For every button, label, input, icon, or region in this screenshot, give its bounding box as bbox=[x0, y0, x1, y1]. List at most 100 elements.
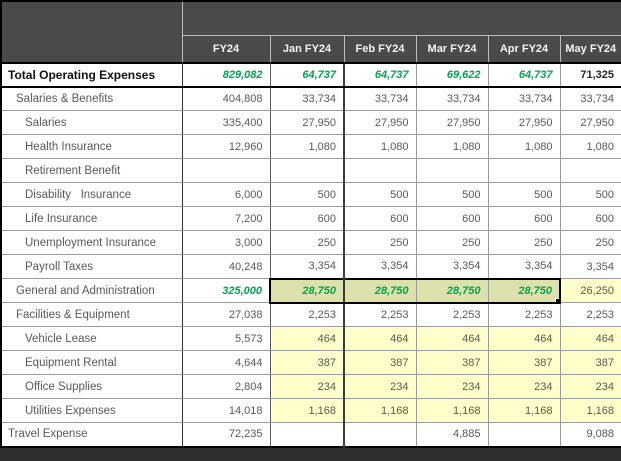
cell[interactable]: 464 bbox=[487, 326, 561, 351]
cell[interactable]: 464 bbox=[343, 326, 417, 351]
cell[interactable]: 325,000 bbox=[181, 278, 271, 303]
cell[interactable]: 234 bbox=[415, 374, 489, 399]
row-label[interactable]: Unemployment Insurance bbox=[0, 230, 183, 255]
cell[interactable]: 1,080 bbox=[487, 134, 561, 159]
cell[interactable]: 27,950 bbox=[269, 110, 345, 135]
cell[interactable]: 12,960 bbox=[181, 134, 271, 159]
cell[interactable]: 64,737 bbox=[487, 61, 561, 88]
cell[interactable] bbox=[343, 158, 417, 183]
cell[interactable]: 829,082 bbox=[181, 61, 271, 88]
cell[interactable]: 28,750 bbox=[343, 277, 417, 304]
cell[interactable]: 27,950 bbox=[487, 110, 561, 135]
header-band[interactable] bbox=[181, 0, 621, 36]
row-label[interactable]: Utilities Expenses bbox=[0, 398, 183, 423]
cell[interactable]: 2,804 bbox=[181, 374, 271, 399]
cell[interactable]: 33,734 bbox=[487, 86, 561, 111]
cell[interactable]: 14,018 bbox=[181, 398, 271, 423]
cell[interactable]: 500 bbox=[343, 182, 417, 207]
cell[interactable]: 7,200 bbox=[181, 206, 271, 231]
column-header-apr[interactable]: Apr FY24 bbox=[487, 35, 560, 64]
cell[interactable]: 387 bbox=[487, 350, 561, 375]
column-header-fy24[interactable]: FY24 bbox=[181, 35, 270, 64]
cell[interactable]: 600 bbox=[269, 206, 345, 231]
cell[interactable]: 387 bbox=[415, 350, 489, 375]
cell[interactable]: 500 bbox=[415, 182, 489, 207]
cell[interactable]: 464 bbox=[415, 326, 489, 351]
cell[interactable]: 2,253 bbox=[487, 302, 561, 327]
cell[interactable] bbox=[559, 158, 621, 183]
cell[interactable]: 600 bbox=[559, 206, 621, 231]
cell[interactable]: 1,080 bbox=[269, 134, 345, 159]
cell[interactable]: 3,354 bbox=[269, 254, 345, 279]
cell[interactable]: 600 bbox=[343, 206, 417, 231]
cell[interactable]: 1,168 bbox=[415, 398, 489, 423]
corner-cell[interactable] bbox=[0, 0, 183, 64]
row-label[interactable]: Equipment Rental bbox=[0, 350, 183, 375]
cell[interactable]: 6,000 bbox=[181, 182, 271, 207]
column-header-jan[interactable]: Jan FY24 bbox=[269, 35, 344, 64]
cell[interactable]: 4,644 bbox=[181, 350, 271, 375]
cell[interactable]: 250 bbox=[559, 230, 621, 255]
cell[interactable]: 71,325 bbox=[559, 61, 621, 88]
cell[interactable]: 3,354 bbox=[343, 254, 417, 279]
cell[interactable]: 64,737 bbox=[269, 61, 345, 88]
column-header-feb[interactable]: Feb FY24 bbox=[343, 35, 416, 64]
row-label[interactable]: Life Insurance bbox=[0, 206, 183, 231]
row-label[interactable]: Disability Insurance bbox=[0, 182, 183, 207]
cell[interactable]: 1,168 bbox=[343, 398, 417, 423]
cell[interactable]: 28,750 bbox=[487, 277, 561, 304]
cell[interactable]: 250 bbox=[269, 230, 345, 255]
cell[interactable]: 387 bbox=[559, 350, 621, 375]
row-label[interactable]: Facilities & Equipment bbox=[0, 302, 183, 327]
cell[interactable]: 27,950 bbox=[343, 110, 417, 135]
cell[interactable]: 28,750 bbox=[269, 277, 345, 304]
cell[interactable]: 500 bbox=[487, 182, 561, 207]
cell[interactable]: 234 bbox=[269, 374, 345, 399]
cell[interactable]: 27,950 bbox=[415, 110, 489, 135]
fill-handle[interactable] bbox=[555, 297, 558, 301]
cell[interactable]: 250 bbox=[487, 230, 561, 255]
cell[interactable]: 5,573 bbox=[181, 326, 271, 351]
cell[interactable]: 4,885 bbox=[415, 422, 489, 447]
cell[interactable]: 234 bbox=[487, 374, 561, 399]
cell[interactable] bbox=[269, 422, 345, 447]
cell[interactable]: 26,250 bbox=[559, 278, 621, 303]
cell[interactable]: 234 bbox=[343, 374, 417, 399]
cell[interactable]: 1,168 bbox=[487, 398, 561, 423]
row-label[interactable]: Total Operating Expenses bbox=[0, 61, 183, 88]
cell[interactable]: 2,253 bbox=[269, 302, 345, 327]
cell[interactable]: 27,038 bbox=[181, 302, 271, 327]
row-label[interactable]: Vehicle Lease bbox=[0, 326, 183, 351]
cell[interactable]: 2,253 bbox=[415, 302, 489, 327]
cell[interactable] bbox=[269, 158, 345, 183]
cell[interactable]: 500 bbox=[269, 182, 345, 207]
cell[interactable]: 27,950 bbox=[559, 110, 621, 135]
row-label[interactable]: Health Insurance bbox=[0, 134, 183, 159]
cell[interactable] bbox=[343, 422, 417, 447]
cell[interactable]: 600 bbox=[487, 206, 561, 231]
row-label[interactable]: Payroll Taxes bbox=[0, 254, 183, 279]
cell[interactable]: 69,622 bbox=[415, 61, 489, 88]
cell[interactable]: 3,354 bbox=[415, 254, 489, 279]
cell[interactable]: 3,354 bbox=[487, 254, 561, 279]
cell[interactable]: 33,734 bbox=[415, 86, 489, 111]
cell[interactable]: 33,734 bbox=[269, 86, 345, 111]
row-label[interactable]: Retirement Benefit bbox=[0, 158, 183, 183]
cell[interactable]: 464 bbox=[269, 326, 345, 351]
cell[interactable]: 464 bbox=[559, 326, 621, 351]
cell[interactable]: 1,080 bbox=[559, 134, 621, 159]
cell[interactable]: 600 bbox=[415, 206, 489, 231]
cell[interactable]: 1,168 bbox=[269, 398, 345, 423]
cell[interactable]: 1,080 bbox=[415, 134, 489, 159]
row-label[interactable]: Travel Expense bbox=[0, 422, 183, 447]
cell[interactable]: 28,750 bbox=[415, 277, 489, 304]
cell[interactable] bbox=[487, 158, 561, 183]
column-header-mar[interactable]: Mar FY24 bbox=[415, 35, 488, 64]
cell[interactable]: 33,734 bbox=[559, 86, 621, 111]
cell[interactable]: 500 bbox=[559, 182, 621, 207]
cell[interactable]: 335,400 bbox=[181, 110, 271, 135]
row-label[interactable]: General and Administration bbox=[0, 278, 183, 303]
cell[interactable]: 387 bbox=[343, 350, 417, 375]
cell[interactable]: 3,000 bbox=[181, 230, 271, 255]
cell[interactable]: 3,354 bbox=[559, 254, 621, 279]
